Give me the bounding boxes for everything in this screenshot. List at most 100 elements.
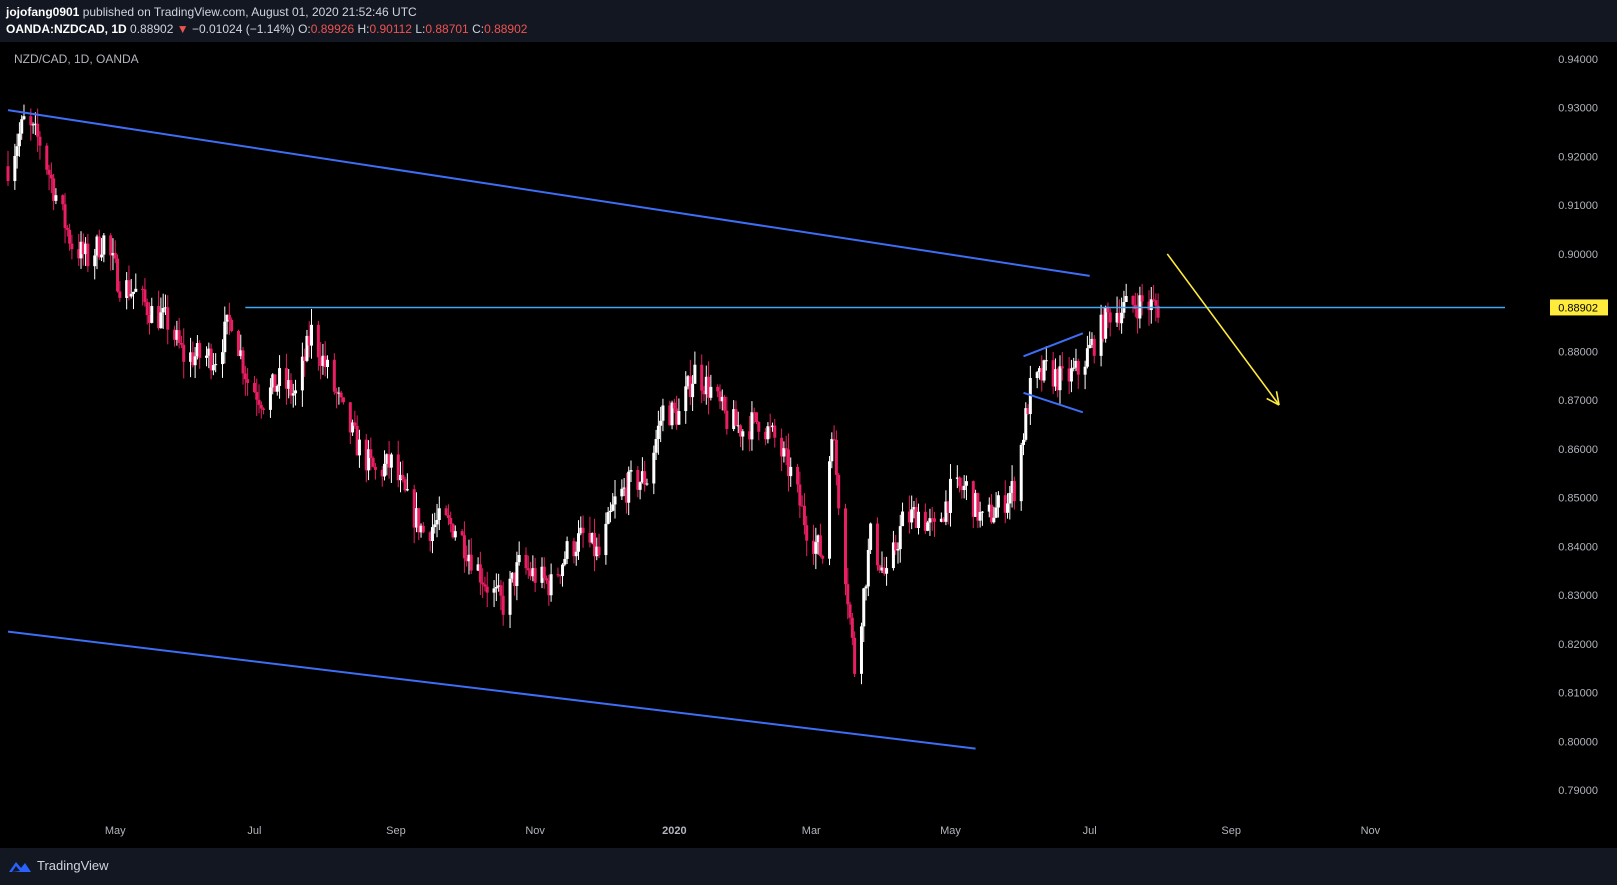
- candle: [211, 353, 215, 376]
- candle: [1008, 485, 1012, 520]
- price-chart[interactable]: 0.94000 0.93000 0.92000 0.91000 0.90000 0.880…: [0, 42, 1617, 848]
- candle: [1019, 442, 1023, 511]
- candle: [1088, 331, 1092, 349]
- candle: [262, 407, 266, 415]
- wedge-lower-line[interactable]: [1023, 391, 1084, 414]
- candle: [853, 631, 857, 678]
- candle: [1108, 308, 1112, 337]
- author-name[interactable]: jojofang0901: [6, 5, 80, 19]
- candle: [907, 495, 911, 534]
- candle: [994, 492, 998, 519]
- candle: [515, 551, 519, 601]
- candle: [659, 406, 663, 443]
- candle: [36, 108, 40, 152]
- candle: [830, 432, 834, 469]
- candle: [798, 471, 802, 519]
- upper-trendline[interactable]: [7, 109, 1090, 277]
- candle: [805, 516, 809, 557]
- candle: [755, 412, 758, 425]
- candle: [1074, 348, 1078, 372]
- candle: [960, 477, 964, 499]
- candle: [782, 441, 786, 463]
- candle: [821, 554, 825, 564]
- candle: [944, 490, 948, 526]
- candle: [419, 523, 423, 538]
- candle: [964, 475, 968, 501]
- candle: [209, 343, 213, 380]
- candle: [643, 460, 647, 492]
- candle: [1136, 293, 1140, 334]
- candle: [300, 342, 304, 407]
- candle: [549, 563, 553, 602]
- candle: [1076, 358, 1080, 389]
- chart-title: NZD/CAD, 1D, OANDA: [14, 52, 139, 66]
- candle: [223, 306, 227, 364]
- candle: [638, 481, 642, 500]
- symbol-label[interactable]: OANDA:NZDCAD, 1D: [6, 22, 127, 36]
- candle: [723, 395, 727, 414]
- candle: [848, 601, 852, 625]
- candle: [166, 295, 170, 345]
- candle: [1085, 335, 1089, 369]
- candle: [478, 551, 482, 596]
- candle: [996, 491, 1000, 518]
- time-axis[interactable]: May Jul Sep Nov 2020 Mar May Jul Sep Nov: [105, 825, 1381, 837]
- price-axis[interactable]: 0.94000 0.93000 0.92000 0.91000 0.90000 0.880…: [1550, 54, 1608, 797]
- candle: [878, 564, 882, 574]
- candle: [20, 115, 24, 140]
- candle: [446, 504, 450, 526]
- candle: [79, 231, 83, 269]
- candle: [129, 278, 133, 299]
- candle: [86, 233, 90, 273]
- brand[interactable]: TradingView: [8, 858, 109, 873]
- candle: [524, 547, 528, 575]
- time-tick-label: Mar: [802, 825, 821, 837]
- candle: [581, 515, 585, 548]
- candle: [13, 143, 17, 190]
- candle: [962, 475, 966, 499]
- chart-area[interactable]: 0.94000 0.93000 0.92000 0.91000 0.90000 0.880…: [0, 42, 1617, 848]
- candle: [191, 341, 195, 368]
- candle: [866, 538, 870, 597]
- candle: [113, 240, 117, 264]
- candle: [912, 501, 916, 519]
- candle: [348, 401, 352, 444]
- current-price-label[interactable]: 0.88902: [1550, 299, 1608, 316]
- time-tick-label: 2020: [662, 825, 686, 837]
- candle: [389, 452, 393, 483]
- candle: [693, 351, 697, 384]
- candle: [517, 541, 521, 566]
- candle: [932, 511, 936, 537]
- candle: [189, 337, 193, 378]
- candle: [383, 450, 387, 481]
- price-tick-label: 0.93000: [1558, 103, 1598, 115]
- candle: [622, 478, 626, 497]
- candle: [182, 328, 186, 379]
- candle: [846, 568, 850, 620]
- candle: [273, 374, 277, 392]
- candle: [116, 254, 120, 293]
- candle: [499, 579, 503, 611]
- candle: [624, 473, 628, 514]
- candle: [465, 545, 469, 567]
- lower-trendline[interactable]: [7, 630, 976, 750]
- projection-arrow[interactable]: [1166, 253, 1280, 406]
- candle: [1060, 352, 1064, 381]
- candle: [656, 410, 660, 455]
- candle: [1131, 295, 1135, 313]
- candle: [437, 496, 441, 531]
- candle: [789, 457, 793, 487]
- candle: [332, 353, 336, 395]
- candle: [205, 346, 209, 367]
- candle: [259, 401, 263, 419]
- candle: [565, 536, 569, 564]
- candle: [481, 568, 485, 598]
- candle: [102, 232, 106, 263]
- candle: [939, 512, 943, 523]
- candle: [958, 476, 962, 493]
- candle: [325, 355, 329, 379]
- wedge-upper-line[interactable]: [1023, 332, 1084, 358]
- candle: [291, 383, 295, 408]
- high-label: H:: [357, 22, 370, 36]
- candle: [770, 422, 774, 432]
